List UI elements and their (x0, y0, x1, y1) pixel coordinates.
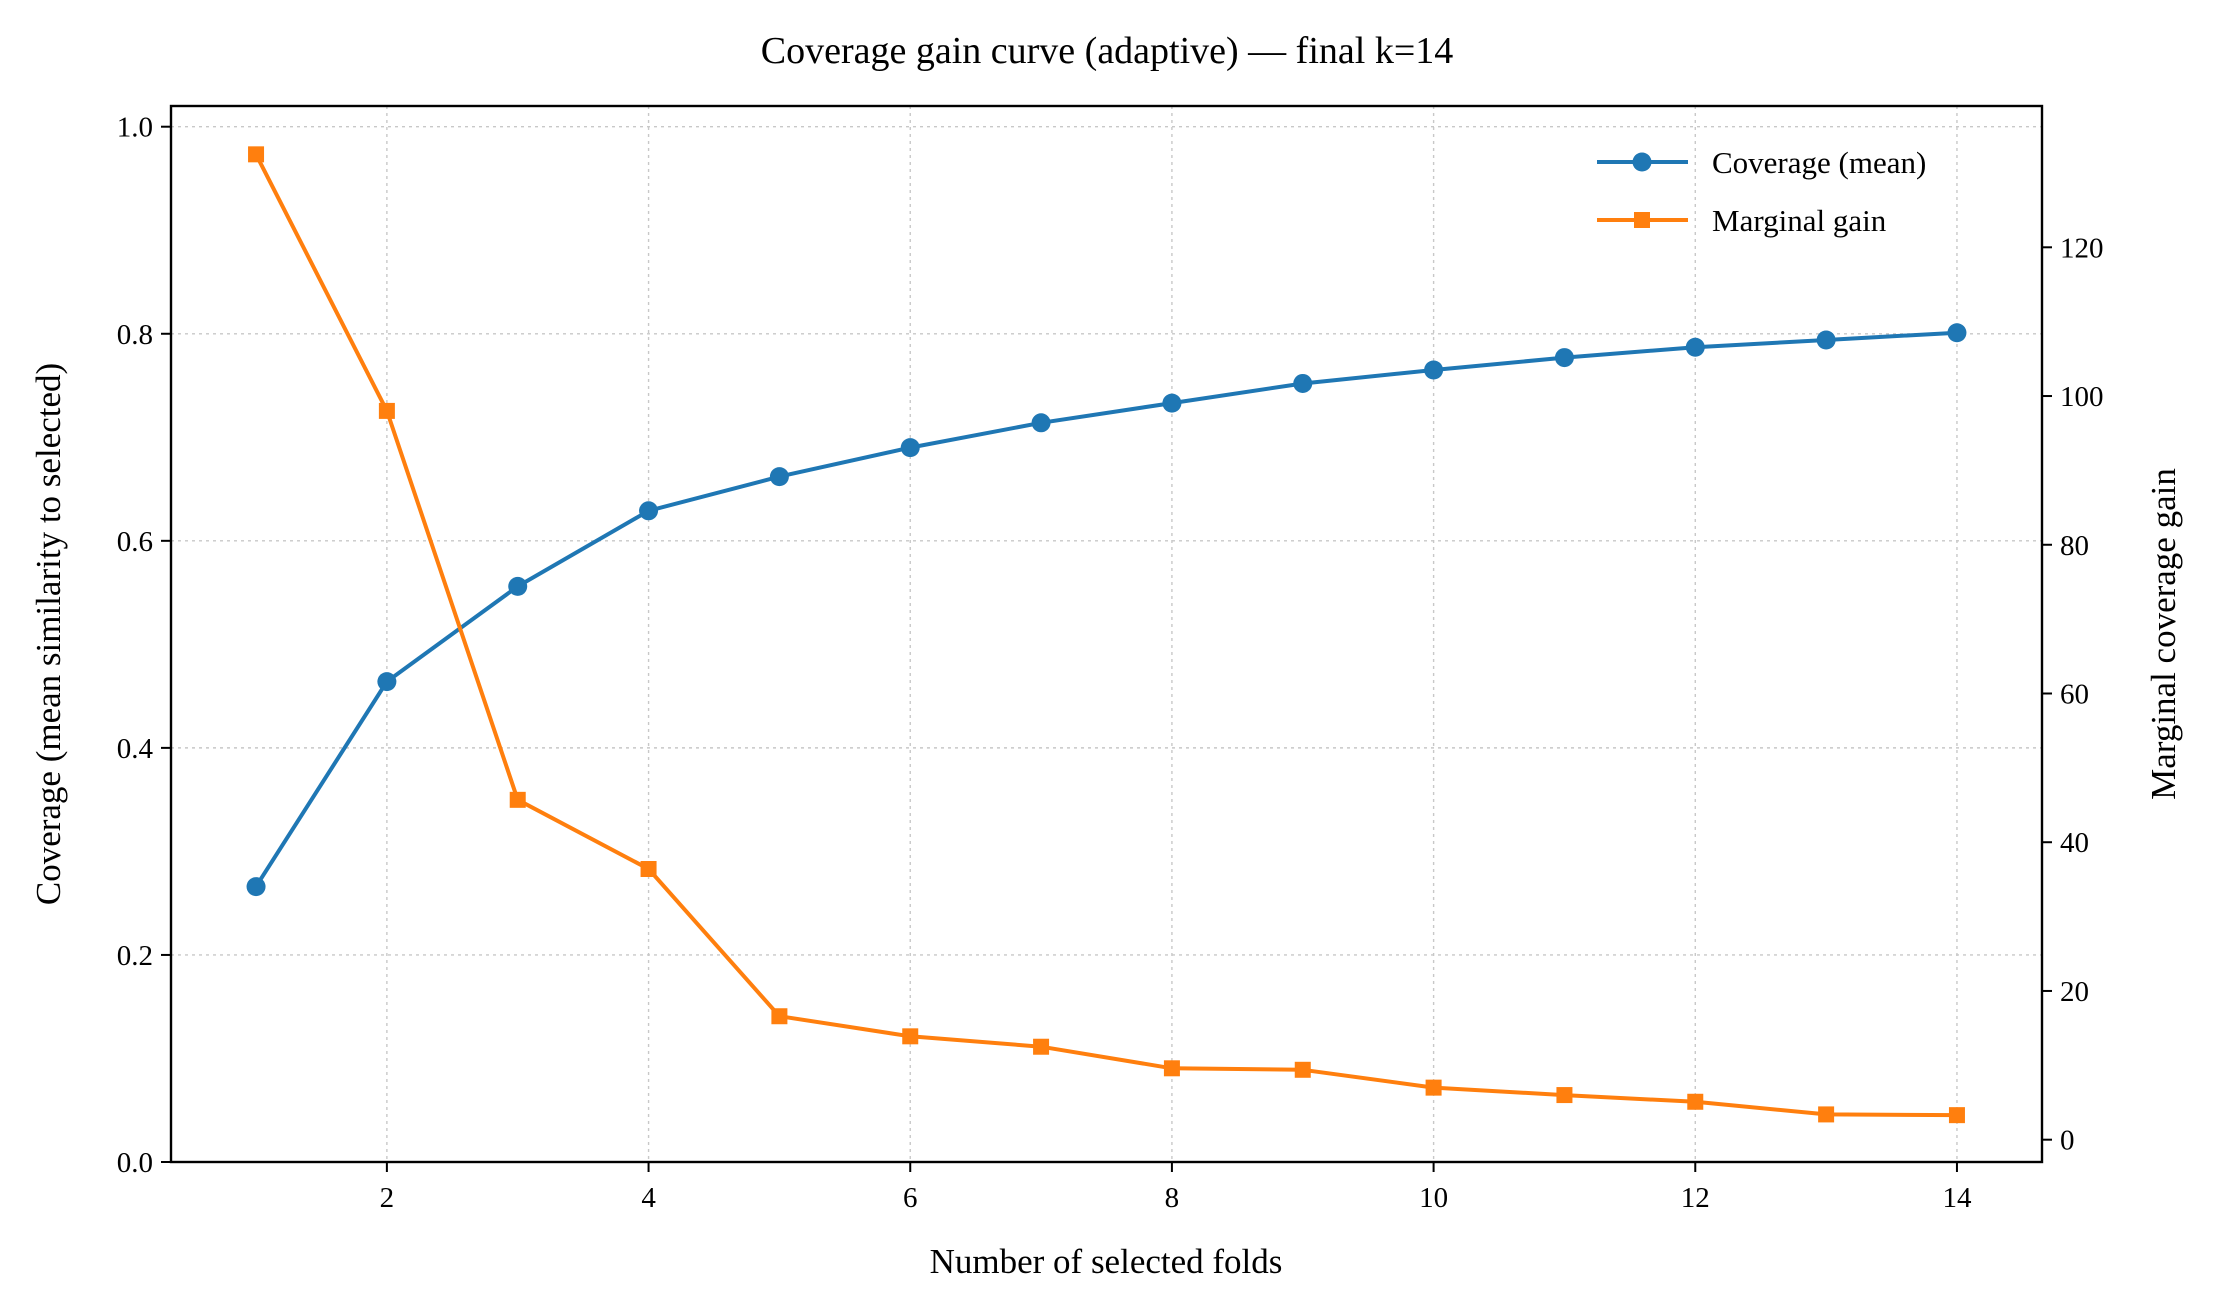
data-point-marginal-gain (1687, 1093, 1704, 1110)
x-tick-label: 10 (1419, 1182, 1448, 1214)
data-point-marginal-gain (509, 791, 526, 808)
data-point-coverage (1162, 393, 1182, 413)
y2-tick-label: 80 (2060, 530, 2089, 562)
x-tick-label: 4 (641, 1182, 656, 1214)
series-line-coverage (254, 330, 1958, 888)
x-tick-label: 6 (903, 1182, 918, 1214)
y-tick-label: 0.4 (117, 733, 154, 765)
y-axis-right: 0 20 40 60 80 100 120 (2042, 232, 2104, 1157)
data-point-marginal-gain (1425, 1079, 1442, 1096)
series-coverage (246, 323, 1967, 897)
data-point-coverage (508, 576, 528, 596)
data-point-coverage (1031, 413, 1051, 433)
data-point-coverage (1947, 323, 1967, 343)
y2-tick-label: 60 (2060, 678, 2089, 710)
data-point-marginal-gain (640, 860, 657, 877)
series-line-marginal-gain (254, 153, 1958, 1118)
data-point-coverage (1816, 330, 1836, 350)
y2-tick-label: 40 (2060, 827, 2089, 859)
data-point-marginal-gain (378, 402, 395, 419)
y-tick-label: 0.2 (117, 940, 153, 972)
y-tick-label: 0.6 (117, 526, 153, 558)
y-tick-label: 1.0 (117, 112, 153, 144)
data-point-coverage (1554, 348, 1574, 368)
x-axis: 2 4 6 8 10 12 14 (380, 1162, 1972, 1214)
x-tick-label: 12 (1681, 1182, 1710, 1214)
data-point-marginal-gain (771, 1008, 788, 1025)
legend-label-marginal-gain: Marginal gain (1712, 203, 1887, 238)
y-tick-label: 0.0 (117, 1147, 153, 1179)
legend-label-coverage: Coverage (mean) (1712, 145, 1926, 180)
data-point-marginal-gain (1163, 1060, 1180, 1077)
data-point-coverage (1685, 337, 1705, 357)
x-tick-label: 14 (1942, 1182, 1972, 1214)
y2-axis-title: Marginal coverage gain (2144, 468, 2183, 800)
series-marginal-gain (248, 146, 1965, 1124)
legend-marker-marginal-gain (1634, 212, 1650, 228)
y-tick-label: 0.8 (117, 319, 153, 351)
data-point-coverage (1293, 373, 1313, 393)
y2-tick-label: 120 (2060, 232, 2104, 264)
data-point-coverage (639, 501, 659, 521)
data-point-coverage (1424, 360, 1444, 380)
data-point-coverage (377, 672, 397, 692)
y2-tick-label: 20 (2060, 976, 2089, 1008)
legend: Coverage (mean) Marginal gain (1597, 145, 1926, 238)
data-point-marginal-gain (1033, 1038, 1050, 1055)
x-tick-label: 2 (380, 1182, 395, 1214)
data-point-marginal-gain (248, 146, 265, 163)
y-axis-title: Coverage (mean similarity to selected) (29, 363, 68, 905)
data-point-coverage (900, 438, 920, 458)
grid-lines (171, 106, 2042, 1163)
data-point-coverage (769, 467, 789, 487)
legend-marker-coverage (1632, 152, 1652, 172)
x-axis-title: Number of selected folds (930, 1242, 1283, 1281)
data-point-marginal-gain (1948, 1107, 1965, 1124)
y2-tick-label: 100 (2060, 381, 2104, 413)
y-axis-left: 0.0 0.2 0.4 0.6 0.8 1.0 (117, 112, 171, 1179)
chart-title: Coverage gain curve (adaptive) — final k… (761, 30, 1454, 72)
data-point-marginal-gain (902, 1028, 919, 1045)
y2-tick-label: 0 (2060, 1125, 2075, 1157)
data-point-marginal-gain (1556, 1087, 1573, 1104)
data-point-marginal-gain (1294, 1061, 1311, 1078)
series-layer (246, 146, 1967, 1124)
x-tick-label: 8 (1165, 1182, 1180, 1214)
plot-frame (169, 104, 2044, 1164)
data-point-marginal-gain (1818, 1106, 1835, 1123)
data-point-coverage (246, 877, 266, 897)
